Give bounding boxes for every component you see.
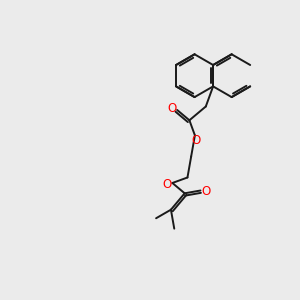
Text: O: O [162, 178, 172, 191]
Text: O: O [167, 102, 176, 115]
Text: O: O [192, 134, 201, 147]
Text: O: O [202, 185, 211, 199]
